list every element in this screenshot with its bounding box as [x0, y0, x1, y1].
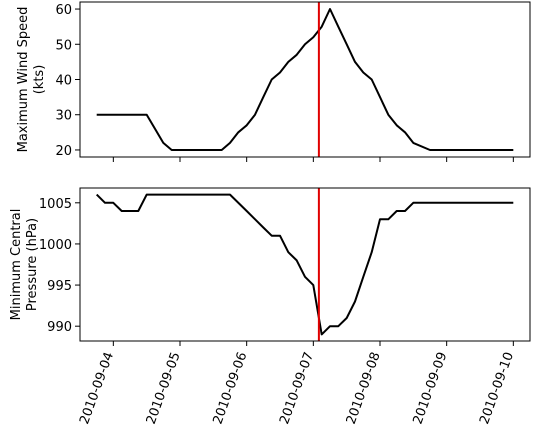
y-axis-label-line: Pressure (hPa) [25, 218, 40, 311]
wind-speed-panel: 20 30 40 50 60 Maximum Wind Speed(kts) [16, 1, 531, 162]
y-tick-label: 995 [47, 279, 72, 294]
x-tick-label: 2010-09-05 [144, 350, 184, 425]
x-tick-label: 2010-09-04 [77, 350, 117, 425]
x-tick-label: 2010-09-08 [344, 350, 384, 425]
y-axis-label: Maximum Wind Speed(kts) [16, 7, 47, 153]
y-tick-label: 990 [47, 320, 72, 335]
x-tick-label: 2010-09-09 [410, 350, 450, 425]
x-tick-label: 2010-09-06 [210, 350, 250, 425]
pressure-panel: 990 995 1000 1005 2010-09-04 2010-09-05 2010-0… [9, 187, 531, 425]
y-tick-label: 1005 [39, 197, 72, 212]
plot-frame [79, 187, 531, 342]
y-tick-label: 30 [55, 109, 72, 124]
data-series-line [96, 8, 514, 151]
x-tick-label: 2010-09-07 [277, 350, 317, 425]
y-axis-label-line: Minimum Central [9, 209, 24, 321]
y-axis-label-line: (kts) [32, 65, 47, 95]
y-tick-label: 60 [55, 3, 72, 18]
y-tick-label: 50 [55, 38, 72, 53]
plot-frame [79, 1, 531, 158]
data-series-line [95, 193, 514, 336]
y-tick-label: 40 [55, 74, 72, 89]
x-tick-label: 2010-09-10 [477, 350, 517, 425]
y-axis-label: Minimum CentralPressure (hPa) [9, 209, 40, 321]
y-tick-label: 1000 [39, 238, 72, 253]
y-tick-label: 20 [55, 144, 72, 159]
y-axis-label-line: Maximum Wind Speed [16, 7, 31, 153]
